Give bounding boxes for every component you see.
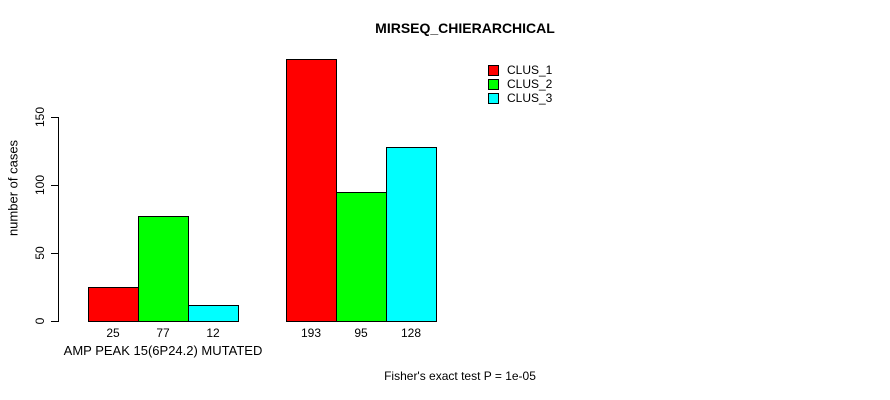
legend-label-clus2: CLUS_2: [507, 77, 553, 91]
y-tick-label-0: 0: [33, 317, 47, 325]
legend-swatch-clus3: [488, 93, 499, 104]
legend: CLUS_1 CLUS_2 CLUS_3: [488, 63, 553, 107]
y-axis-label: number of cases: [5, 139, 21, 237]
bar-value-clus_2-group2: 95: [354, 326, 368, 340]
y-tick-label-150: 150: [33, 106, 47, 128]
legend-item-clus3: CLUS_3: [488, 91, 553, 105]
bar-clus_3-group2: [386, 147, 437, 322]
bar-clus_3-group1: [188, 305, 239, 322]
bar-clus_1-group2: [286, 59, 337, 322]
bar-clus_2-group2: [336, 192, 387, 322]
x-group-label-1: AMP PEAK 15(6P24.2) MUTATED: [63, 343, 263, 358]
y-axis-line: [58, 117, 59, 322]
legend-label-clus3: CLUS_3: [507, 91, 553, 105]
bar-value-clus_3-group1: 12: [206, 326, 220, 340]
y-tick-100: [51, 185, 58, 186]
y-tick-0: [51, 321, 58, 322]
legend-swatch-clus2: [488, 79, 499, 90]
bar-value-clus_3-group2: 128: [400, 326, 422, 340]
legend-item-clus2: CLUS_2: [488, 77, 553, 91]
legend-item-clus1: CLUS_1: [488, 63, 553, 77]
y-tick-label-50: 50: [33, 246, 47, 260]
legend-swatch-clus1: [488, 65, 499, 76]
y-tick-50: [51, 253, 58, 254]
bar-value-clus_1-group1: 25: [106, 326, 120, 340]
bar-value-clus_1-group2: 193: [300, 326, 322, 340]
footnote-pvalue: Fisher's exact test P = 1e-05: [384, 369, 536, 383]
y-tick-150: [51, 117, 58, 118]
y-tick-label-100: 100: [33, 174, 47, 196]
bar-value-clus_2-group1: 77: [156, 326, 170, 340]
bar-clus_1-group1: [88, 287, 139, 322]
chart-title: MIRSEQ_CHIERARCHICAL: [375, 20, 555, 36]
bar-clus_2-group1: [138, 216, 189, 322]
legend-label-clus1: CLUS_1: [507, 63, 553, 77]
